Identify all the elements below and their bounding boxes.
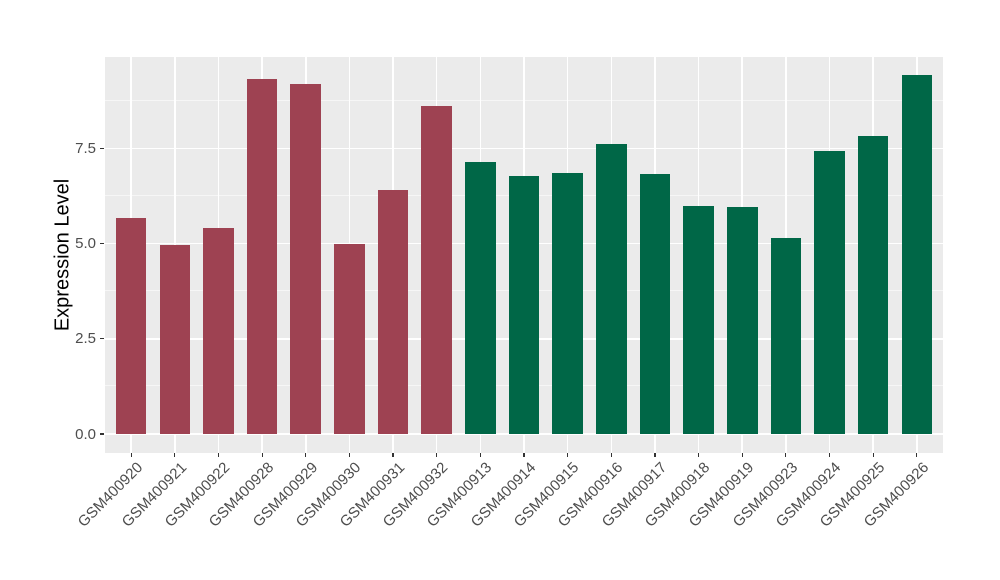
y-tick-label: 2.5 <box>75 330 96 348</box>
x-axis-tick <box>567 453 569 457</box>
x-axis-tick <box>872 453 874 457</box>
y-axis-tick <box>100 242 104 245</box>
bar-GSM400929 <box>290 83 322 434</box>
x-axis-tick <box>348 453 350 457</box>
x-axis-tick <box>392 453 394 457</box>
bar-GSM400931 <box>377 190 409 434</box>
y-axis-tick <box>100 338 104 340</box>
bar-GSM400919 <box>726 206 758 434</box>
bar-GSM400922 <box>203 228 234 434</box>
bar-GSM400924 <box>814 150 845 434</box>
bar-GSM400930 <box>334 243 365 434</box>
x-axis-tick <box>697 453 700 457</box>
bar-GSM400917 <box>639 174 671 434</box>
y-tick-label: 7.5 <box>75 139 96 157</box>
y-tick-label: 0.0 <box>75 425 96 443</box>
bar-GSM400920 <box>115 217 147 434</box>
bar-GSM400925 <box>857 136 889 434</box>
bar-GSM400926 <box>901 75 933 434</box>
bar-GSM400918 <box>683 206 714 434</box>
bar-GSM400921 <box>159 245 191 434</box>
y-tick-label: 5.0 <box>75 235 96 252</box>
x-axis-tick <box>174 453 176 457</box>
x-axis-tick <box>217 453 220 457</box>
bar-GSM400913 <box>465 161 496 434</box>
plot-panel <box>105 57 943 453</box>
x-axis-tick <box>741 453 743 457</box>
x-axis-tick <box>828 453 831 457</box>
x-axis-tick <box>479 453 481 457</box>
x-axis-tick <box>261 453 263 457</box>
x-axis-tick <box>654 453 656 457</box>
x-axis-tick <box>610 453 612 457</box>
y-axis-tick <box>100 433 104 435</box>
x-axis-tick <box>523 453 525 457</box>
x-axis-tick <box>916 453 918 457</box>
y-axis-title: Expression Level <box>51 178 74 332</box>
x-axis-tick <box>436 453 438 457</box>
bar-GSM400923 <box>770 238 802 434</box>
bar-GSM400914 <box>508 176 540 434</box>
y-axis-tick <box>100 147 104 149</box>
bar-GSM400916 <box>596 143 627 434</box>
bar-GSM400928 <box>246 78 278 434</box>
bar-GSM400932 <box>421 106 452 434</box>
x-axis-tick <box>305 453 307 457</box>
x-axis-tick <box>130 453 132 457</box>
x-axis-tick <box>785 453 787 457</box>
bar-GSM400915 <box>552 173 583 434</box>
